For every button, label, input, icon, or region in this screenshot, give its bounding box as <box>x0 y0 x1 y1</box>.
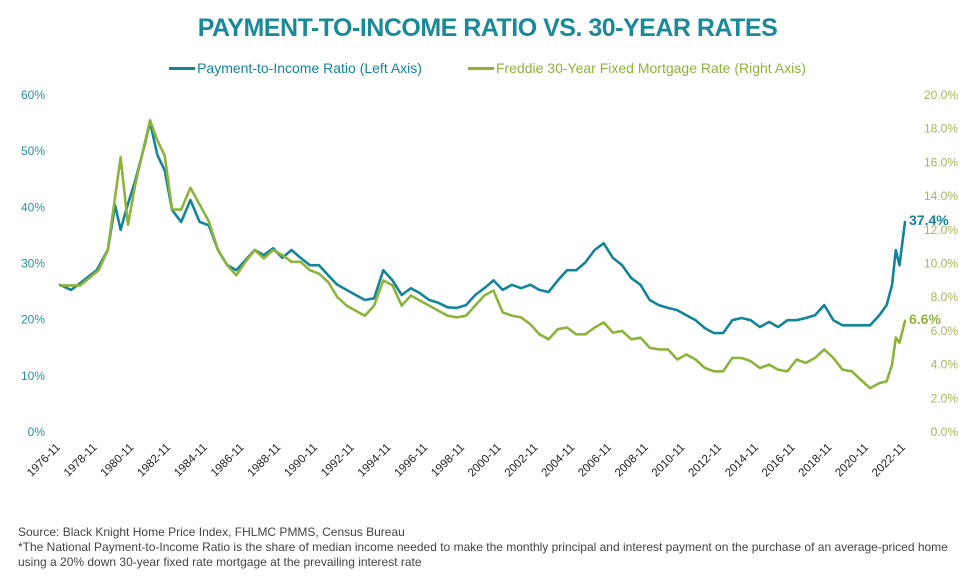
left-tick-label: 60% <box>21 88 45 102</box>
x-tick-label: 2022-11 <box>870 442 908 480</box>
left-tick-label: 30% <box>21 257 45 271</box>
x-tick-label: 2002-11 <box>503 442 541 480</box>
right-tick-label: 6.0% <box>931 324 959 338</box>
right-tick-label: 2.0% <box>931 391 959 405</box>
end-labels: 37.4% 6.6% <box>909 212 949 327</box>
legend-swatch-green <box>467 66 494 70</box>
left-axis: 0% 10% 20% 30% 40% 50% 60% <box>21 88 45 439</box>
x-tick-label: 1976-11 <box>25 442 63 480</box>
x-tick-label: 2014-11 <box>723 442 761 480</box>
right-tick-label: 10.0% <box>924 257 958 271</box>
x-tick-label: 2016-11 <box>760 442 798 480</box>
left-tick-label: 20% <box>21 313 45 327</box>
chart-legend: Payment-to-Income Ratio (Left Axis) Fred… <box>0 60 975 76</box>
right-tick-label: 20.0% <box>924 88 958 102</box>
x-tick-label: 2008-11 <box>613 442 651 480</box>
x-tick-label: 1990-11 <box>282 442 320 480</box>
left-tick-label: 10% <box>21 369 45 383</box>
x-tick-label: 1982-11 <box>135 442 173 480</box>
right-tick-label: 0.0% <box>931 425 959 439</box>
x-tick-label: 1978-11 <box>62 442 100 480</box>
x-tick-label: 1996-11 <box>393 442 431 480</box>
legend-label-payment-to-income: Payment-to-Income Ratio (Left Axis) <box>197 60 422 76</box>
series-layer <box>58 119 907 390</box>
x-tick-label: 2004-11 <box>540 442 578 480</box>
right-tick-label: 4.0% <box>931 358 959 372</box>
x-tick-label: 2000-11 <box>466 442 504 480</box>
series-line-mortgage-rate <box>58 119 907 390</box>
source-note: Source: Black Knight Home Price Index, F… <box>18 525 405 539</box>
legend-label-mortgage-rate: Freddie 30-Year Fixed Mortgage Rate (Rig… <box>495 60 806 76</box>
left-tick-label: 50% <box>21 144 45 158</box>
x-tick-label: 1980-11 <box>99 442 137 480</box>
left-tick-label: 40% <box>21 200 45 214</box>
right-tick-label: 18.0% <box>924 122 958 136</box>
x-tick-label: 2018-11 <box>797 442 835 480</box>
x-tick-label: 1988-11 <box>246 442 284 480</box>
right-tick-label: 16.0% <box>924 155 958 169</box>
chart-svg: 0% 10% 20% 30% 40% 50% 60% 0.0% 2.0% 4.0% 6.0% 8.0… <box>21 88 958 480</box>
end-label-mortgage-rate: 6.6% <box>909 311 941 327</box>
x-tick-label: 1992-11 <box>319 442 357 480</box>
x-tick-label: 2012-11 <box>686 442 724 480</box>
x-axis: 1976-11 1978-11 1980-11 1982-11 1984-11 1986-… <box>25 442 908 480</box>
legend-item-payment-to-income: Payment-to-Income Ratio (Left Axis) <box>169 60 422 76</box>
chart-footer: Source: Black Knight Home Price Index, F… <box>18 525 958 570</box>
end-label-payment-to-income: 37.4% <box>909 212 949 228</box>
left-tick-label: 0% <box>28 425 46 439</box>
right-tick-label: 12.0% <box>924 223 958 237</box>
legend-swatch-teal <box>169 66 196 70</box>
series-line-payment-to-income <box>58 120 907 335</box>
x-tick-label: 2020-11 <box>833 442 871 480</box>
x-tick-label: 1994-11 <box>356 442 394 480</box>
x-tick-label: 1984-11 <box>172 442 210 480</box>
x-tick-label: 2010-11 <box>650 442 688 480</box>
x-tick-label: 2006-11 <box>576 442 614 480</box>
chart-title: PAYMENT-TO-INCOME RATIO VS. 30-YEAR RATE… <box>197 14 778 42</box>
methodology-note: *The National Payment-to-Income Ratio is… <box>18 540 948 569</box>
x-tick-label: 1986-11 <box>209 442 247 480</box>
x-tick-label: 1998-11 <box>429 442 467 480</box>
right-tick-label: 8.0% <box>931 290 959 304</box>
right-axis: 0.0% 2.0% 4.0% 6.0% 8.0% 10.0% 12.0% 14.0% 16.0%… <box>924 88 958 439</box>
legend-item-mortgage-rate: Freddie 30-Year Fixed Mortgage Rate (Rig… <box>467 60 806 76</box>
right-tick-label: 14.0% <box>924 189 958 203</box>
